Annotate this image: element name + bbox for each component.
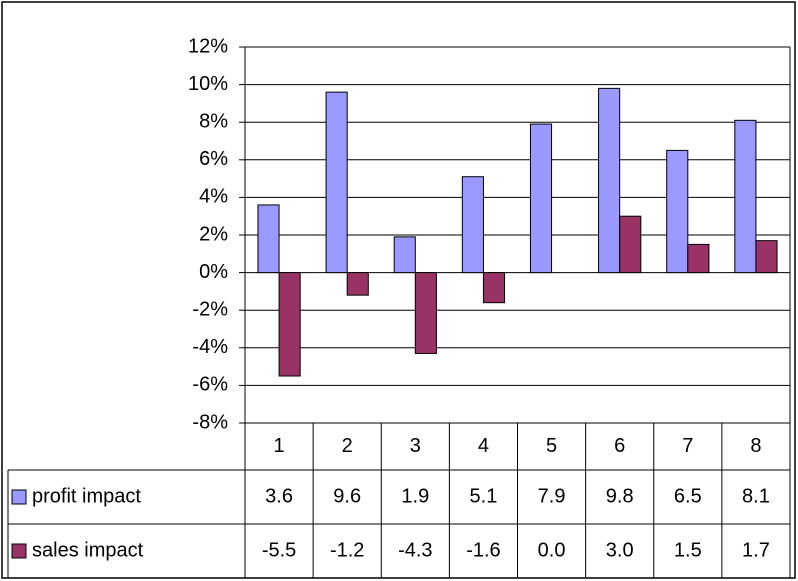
table-value: 8.1	[742, 485, 770, 507]
table-value: 9.6	[333, 485, 361, 507]
table-value: 5.1	[470, 485, 498, 507]
x-tick-label: 7	[682, 435, 693, 457]
bar	[414, 272, 437, 354]
y-tick-label: 6%	[199, 148, 228, 170]
bar	[687, 243, 710, 274]
table-value: 1.9	[401, 485, 429, 507]
bar	[325, 91, 348, 274]
y-tick-label: 12%	[188, 35, 228, 57]
legend-label: sales impact	[32, 539, 144, 561]
table-value: 1.5	[674, 539, 702, 561]
x-tick-label: 8	[750, 435, 761, 457]
y-tick-label: 0%	[199, 261, 228, 283]
bar	[278, 272, 301, 377]
y-tick-label: -4%	[192, 336, 228, 358]
legend-swatch	[11, 489, 27, 505]
y-tick-label: 2%	[199, 223, 228, 245]
x-tick-label: 5	[546, 435, 557, 457]
bar	[257, 204, 280, 274]
bar	[393, 236, 416, 274]
table-value: 3.0	[606, 539, 634, 561]
bar	[755, 240, 778, 274]
table-value: 3.6	[265, 485, 293, 507]
table-value: -4.3	[398, 539, 432, 561]
x-tick-label: 6	[614, 435, 625, 457]
table-value: 9.8	[606, 485, 634, 507]
y-tick-label: -8%	[192, 411, 228, 433]
x-tick-label: 3	[410, 435, 421, 457]
y-tick-label: 10%	[188, 73, 228, 95]
x-tick-label: 2	[342, 435, 353, 457]
x-tick-label: 4	[478, 435, 489, 457]
table-value: -1.6	[466, 539, 500, 561]
table-value: 1.7	[742, 539, 770, 561]
bar	[346, 272, 369, 296]
bar	[598, 87, 621, 274]
bar	[619, 215, 642, 274]
legend-label: profit impact	[32, 485, 141, 507]
y-tick-label: -2%	[192, 298, 228, 320]
bar	[666, 149, 689, 274]
table-value: 7.9	[538, 485, 566, 507]
legend-swatch	[11, 543, 27, 559]
x-tick-label: 1	[274, 435, 285, 457]
table-value: 0.0	[538, 539, 566, 561]
bar	[482, 272, 506, 304]
table-value: 6.5	[674, 485, 702, 507]
table-value: -1.2	[330, 539, 364, 561]
table-value: -5.5	[262, 539, 296, 561]
y-tick-label: 4%	[199, 186, 228, 208]
y-tick-label: 8%	[199, 110, 228, 132]
bar	[529, 123, 553, 274]
y-tick-label: -6%	[192, 374, 228, 396]
bar	[461, 176, 484, 274]
bar	[734, 119, 757, 274]
